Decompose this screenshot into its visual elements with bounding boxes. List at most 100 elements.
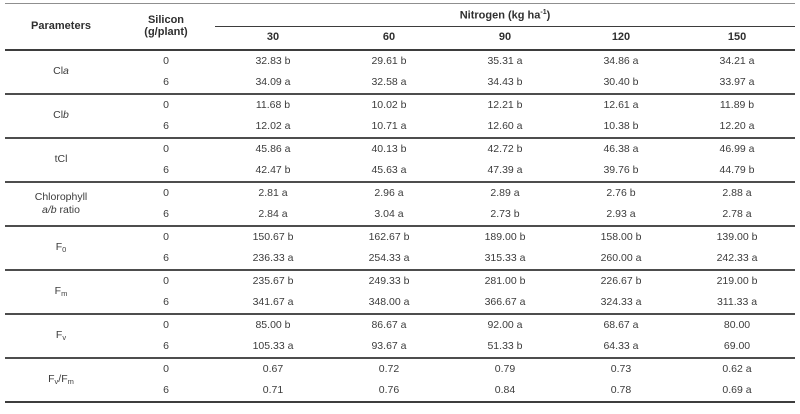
silicon-level-cell: 6 xyxy=(163,251,169,264)
value-cell: 34.43 b xyxy=(487,75,523,88)
silicon-column-header: Silicon (g/plant) xyxy=(117,2,215,51)
value-cell: 44.79 b xyxy=(719,163,755,176)
silicon-header-line1: Silicon xyxy=(147,13,185,26)
value-cell: 139.00 b xyxy=(679,224,796,248)
value-cell: 162.67 b xyxy=(331,224,447,248)
value-cell: 189.00 b xyxy=(447,224,563,248)
value-cell: 219.00 b xyxy=(679,268,796,292)
data-row: 6 42.47 b 45.63 a 47.39 a 39.76 b 44.79 b xyxy=(5,160,795,182)
value-cell: 32.83 b xyxy=(255,54,291,67)
value-cell: 2.78 a xyxy=(722,207,752,220)
value-cell: 2.76 b xyxy=(563,180,679,204)
parameter-label-line: F0 xyxy=(55,241,67,255)
parameter-cell: F0 xyxy=(5,224,117,270)
value-cell: 34.21 a xyxy=(719,54,755,67)
parameter-cell: Clb xyxy=(5,92,117,138)
value-cell: 0.78 xyxy=(610,383,632,396)
parameter-label-line: a/b ratio xyxy=(42,203,80,216)
value-cell: 235.67 b xyxy=(215,268,331,292)
data-row: Clb 0 11.68 b 10.02 b 12.21 b 12.61 a 11.89 b xyxy=(5,92,796,138)
parameter-cell: Cla xyxy=(5,50,117,94)
value-cell: 10.02 b xyxy=(331,92,447,116)
results-table: Parameters Silicon (g/plant) Nitrogen (k… xyxy=(5,2,796,403)
value-cell: 12.21 b xyxy=(447,92,563,116)
value-cell: 64.33 a xyxy=(603,339,639,352)
value-cell: 0.71 xyxy=(262,383,284,396)
nitrogen-group-header: Nitrogen (kg ha-1) xyxy=(215,2,796,28)
value-cell: 249.33 b xyxy=(331,268,447,292)
value-cell: 12.20 a xyxy=(719,119,755,132)
value-cell: 158.00 b xyxy=(563,224,679,248)
value-cell: 105.33 a xyxy=(252,339,294,352)
value-cell: 0.79 xyxy=(447,356,563,380)
value-cell: 311.33 a xyxy=(716,295,758,308)
value-cell: 39.76 b xyxy=(603,163,639,176)
value-cell: 93.67 a xyxy=(371,339,407,352)
parameter-cell: Fm xyxy=(5,268,117,314)
data-row: 6 236.33 a 254.33 a 315.33 a 260.00 a 242.33 … xyxy=(5,248,795,270)
value-cell: 12.02 a xyxy=(255,119,291,132)
value-cell: 86.67 a xyxy=(331,312,447,336)
silicon-level-cell: 6 xyxy=(163,383,169,396)
value-cell: 10.71 a xyxy=(371,119,407,132)
value-cell: 254.33 a xyxy=(368,251,410,264)
value-cell: 30.40 b xyxy=(603,75,639,88)
value-cell: 69.00 xyxy=(723,339,751,352)
value-cell: 0.84 xyxy=(494,383,516,396)
value-cell: 366.67 a xyxy=(484,295,526,308)
nitrogen-level-header: 150 xyxy=(679,26,796,51)
value-cell: 11.89 b xyxy=(679,92,796,116)
table-body: Cla 0 32.83 b 29.61 b 35.31 a 34.86 a 34.21 a 6… xyxy=(5,50,796,402)
value-cell: 34.09 a xyxy=(255,75,291,88)
silicon-level-cell: 6 xyxy=(163,163,169,176)
parameter-label-line: tCl xyxy=(54,153,68,166)
header-row-top: Parameters Silicon (g/plant) Nitrogen (k… xyxy=(5,2,796,51)
silicon-level-cell: 0 xyxy=(163,54,169,67)
value-cell: 85.00 b xyxy=(215,312,331,336)
parameter-cell: Fv xyxy=(5,312,117,358)
value-cell: 46.38 a xyxy=(563,136,679,160)
value-cell: 12.61 a xyxy=(563,92,679,116)
silicon-level-cell: 6 xyxy=(163,207,169,220)
nitrogen-header-superscript: -1 xyxy=(540,9,547,16)
parameter-cell: Fv/Fm xyxy=(5,356,117,402)
value-cell: 32.58 a xyxy=(371,75,407,88)
data-row: 6 2.84 a 3.04 a 2.73 b 2.93 a 2.78 a xyxy=(5,204,795,226)
data-row: 6 34.09 a 32.58 a 34.43 b 30.40 b 33.97 a xyxy=(5,72,795,94)
silicon-level-cell: 0 xyxy=(117,356,215,380)
data-row: Fm 0 235.67 b 249.33 b 281.00 b 226.67 b 219.0… xyxy=(5,268,796,314)
value-cell: 226.67 b xyxy=(563,268,679,292)
value-cell: 0.73 xyxy=(563,356,679,380)
value-cell: 281.00 b xyxy=(447,268,563,292)
value-cell: 51.33 b xyxy=(487,339,523,352)
data-row: 6 0.71 0.76 0.84 0.78 0.69 a xyxy=(5,380,795,402)
silicon-level-cell: 6 xyxy=(163,75,169,88)
value-cell: 92.00 a xyxy=(447,312,563,336)
value-cell: 0.62 a xyxy=(679,356,796,380)
value-cell: 3.04 a xyxy=(374,207,404,220)
value-cell: 45.63 a xyxy=(371,163,407,176)
nitrogen-level-header: 60 xyxy=(331,26,447,51)
value-cell: 33.97 a xyxy=(719,75,755,88)
nitrogen-level-header: 30 xyxy=(215,26,331,51)
parameter-label-line: Fv xyxy=(55,329,67,343)
data-row: tCl 0 45.86 a 40.13 b 42.72 b 46.38 a 46.99 a xyxy=(5,136,796,182)
parameter-cell: tCl xyxy=(5,136,117,182)
value-cell: 0.67 xyxy=(215,356,331,380)
value-cell: 80.00 xyxy=(679,312,796,336)
value-cell: 34.86 a xyxy=(603,54,639,67)
parameter-label-line: Cla xyxy=(53,65,69,78)
value-cell: 150.67 b xyxy=(215,224,331,248)
parameter-label-line: Fm xyxy=(54,285,68,299)
value-cell: 10.38 b xyxy=(603,119,639,132)
parameter-label-line: Clb xyxy=(53,109,69,122)
value-cell: 341.67 a xyxy=(252,295,294,308)
value-cell: 12.60 a xyxy=(487,119,523,132)
value-cell: 0.72 xyxy=(331,356,447,380)
nitrogen-header-close: ) xyxy=(546,9,551,22)
value-cell: 0.69 a xyxy=(722,383,752,396)
data-row: F0 0 150.67 b 162.67 b 189.00 b 158.00 b 139.0… xyxy=(5,224,796,270)
table-header: Parameters Silicon (g/plant) Nitrogen (k… xyxy=(5,2,796,51)
data-row: 6 341.67 a 348.00 a 366.67 a 324.33 a 311.33 … xyxy=(5,292,795,314)
